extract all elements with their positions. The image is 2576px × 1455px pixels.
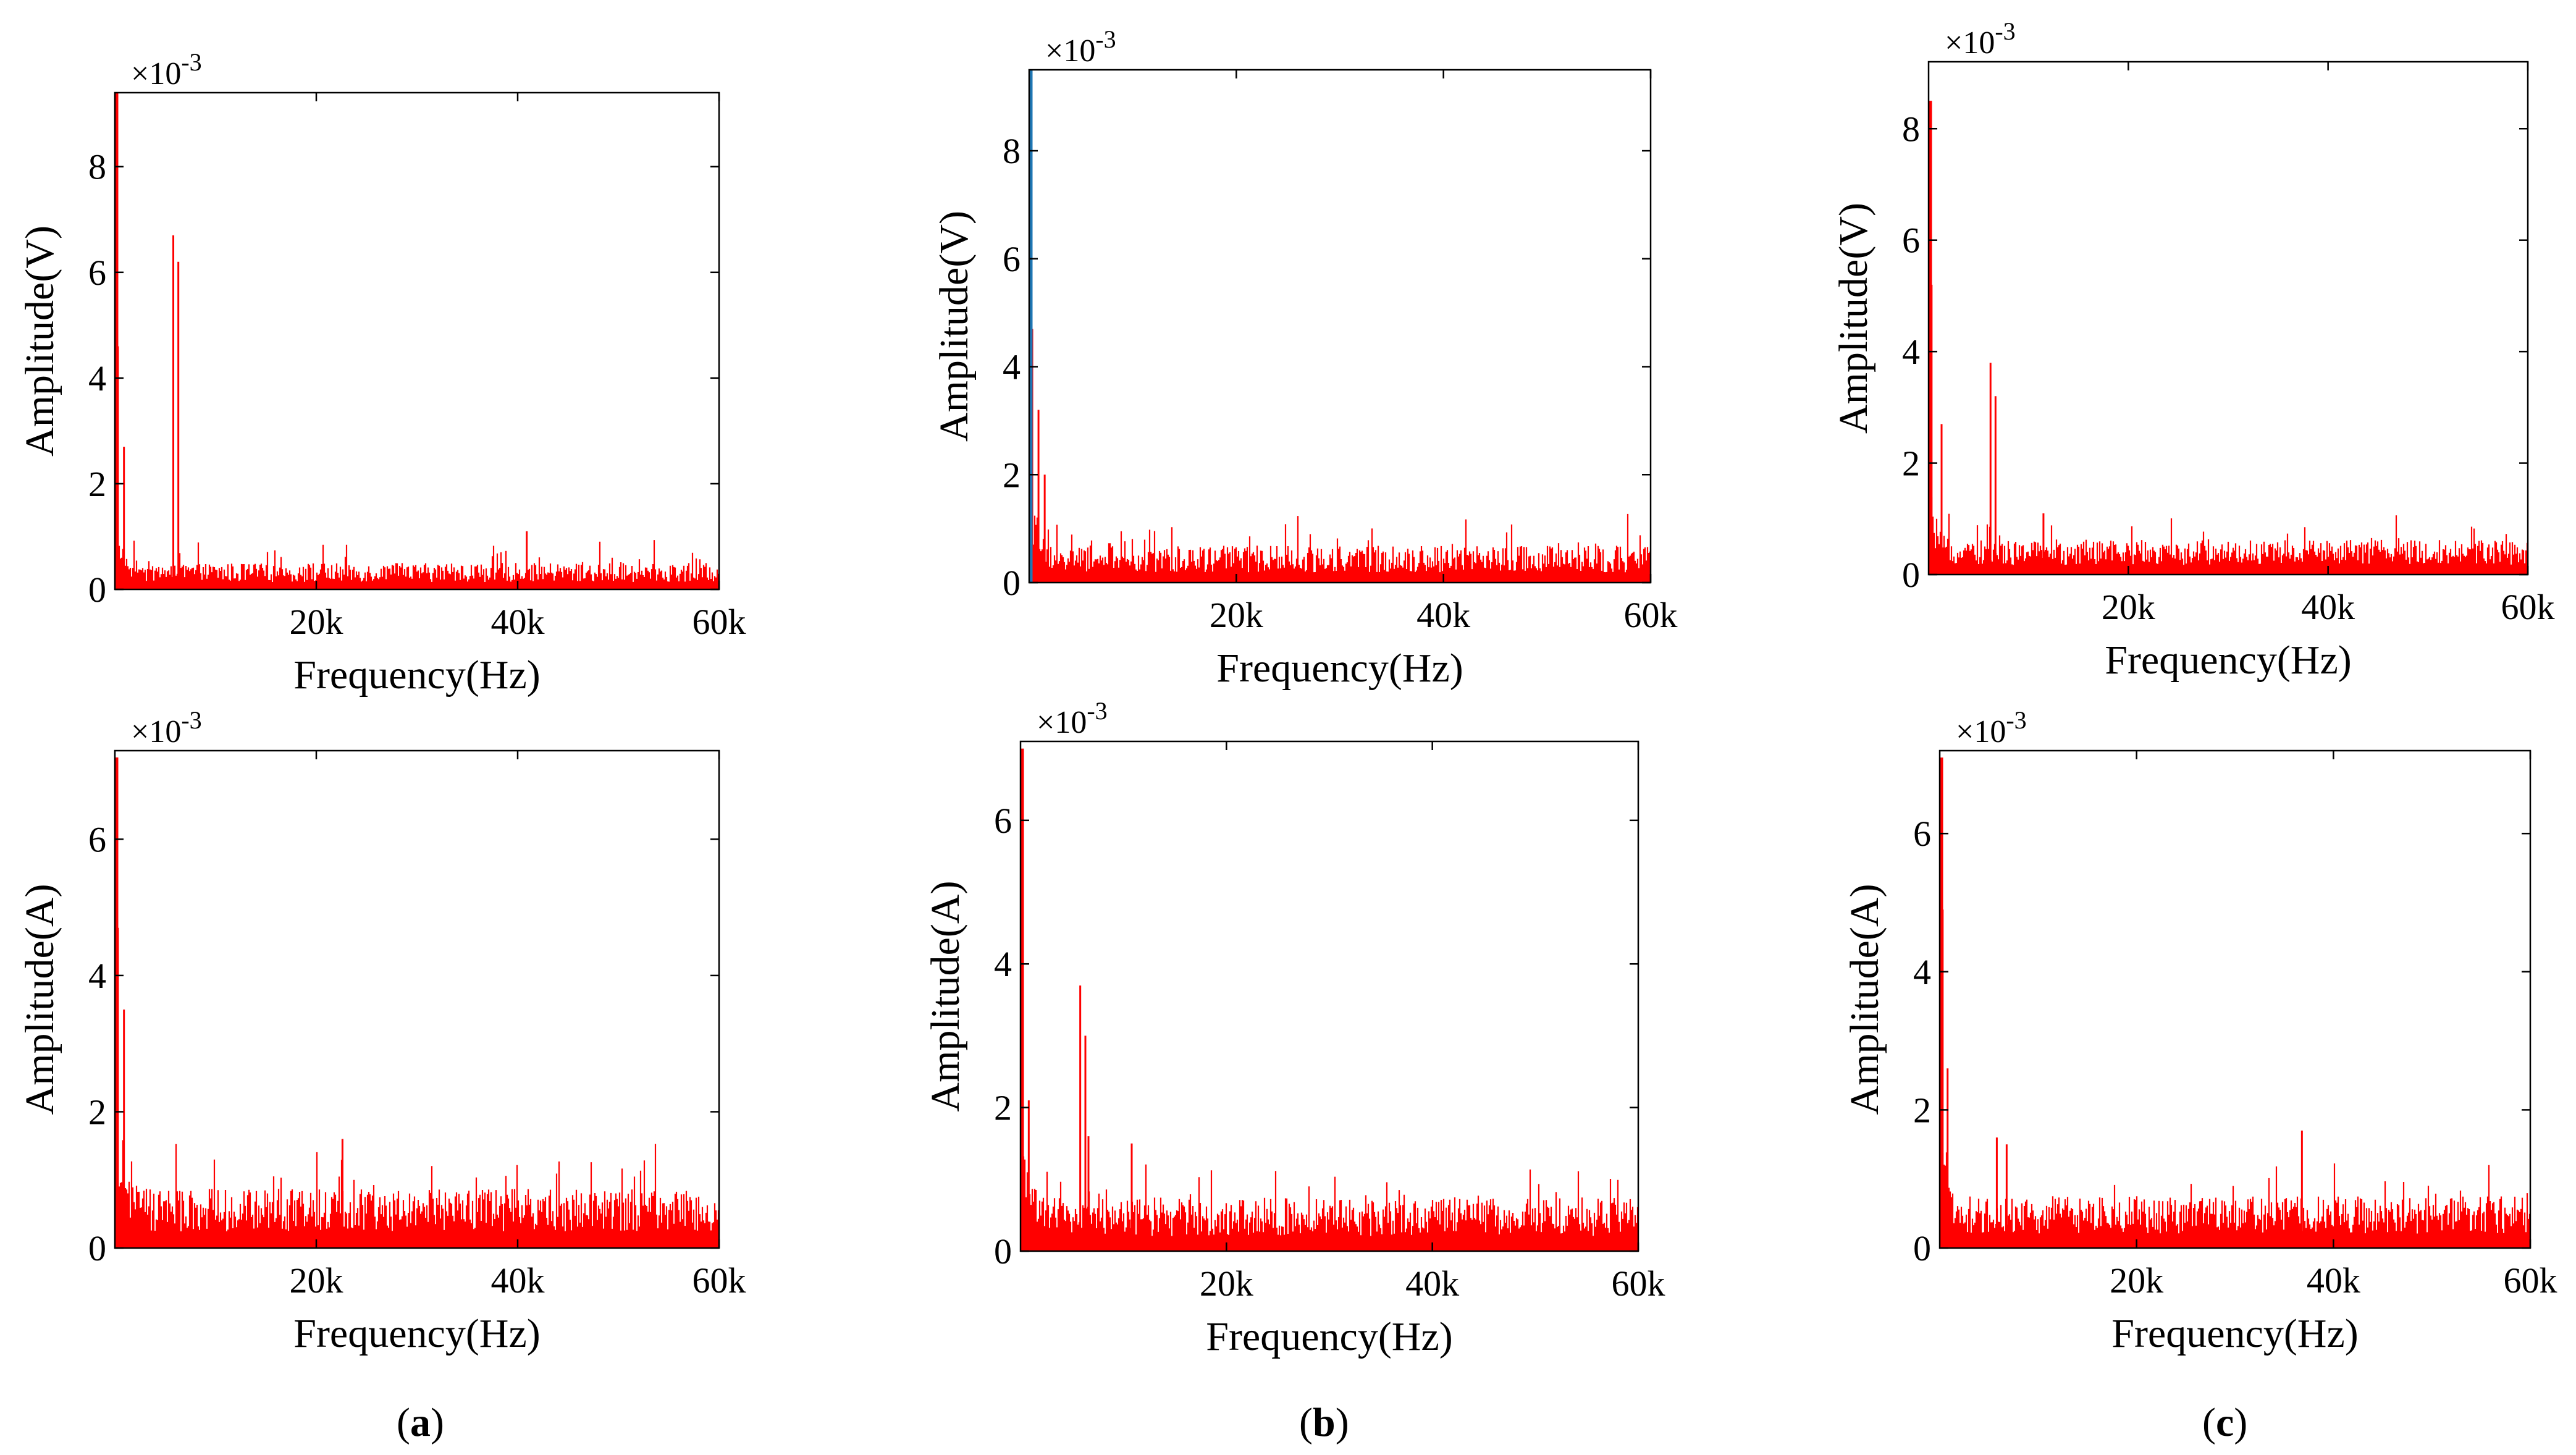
noise-spectrum-c-top [1928,491,2528,575]
y-tick-label-a-bottom-0: 0 [88,1228,106,1268]
x-tick-label-a-top-1: 40k [491,602,545,642]
x-tick-label-b-top-2: 60k [1624,595,1678,635]
y-tick-label-a-top-1: 2 [88,464,106,504]
y-tick-label-a-top-3: 6 [88,253,106,293]
x-tick-label-a-top-0: 20k [290,602,343,642]
exponent-label-c-top: ×10-3 [1945,17,2016,61]
x-tick-label-a-top-2: 60k [692,602,746,642]
x-tick-label-b-bottom-0: 20k [1200,1263,1253,1304]
y-tick-label-b-bottom-0: 0 [994,1231,1012,1272]
noise-floor-band-a-bottom [115,1244,719,1248]
chart-a-top: 20k 40k 60k 0 2 4 6 8 ×10-3 Frequency(Hz) Amplitud… [17,48,746,698]
y-tick-label-c-bottom-2: 4 [1913,952,1931,992]
y-tick-label-a-top-0: 0 [88,570,106,610]
y-tick-label-c-bottom-1: 2 [1913,1090,1931,1130]
y-tick-label-a-bottom-2: 4 [88,956,106,996]
y-tick-label-b-top-3: 6 [1003,239,1021,279]
chart-c-bottom: 20k 40k 60k 0 2 4 6 ×10-3 Frequency(Hz) Amplitude… [1842,706,2557,1356]
noise-spectrum-a-top [114,523,720,589]
plot-frame-c-top [1927,61,2529,576]
y-tick-label-b-bottom-3: 6 [994,801,1012,841]
x-axis-title-b-top: Frequency(Hz) [1216,646,1463,691]
plot-frame-b-top [1028,69,1652,584]
noise-spectrum-c-bottom [1939,1108,2531,1248]
noise-spectrum-b-top [1029,492,1651,583]
noise-spectrum-b-bottom [1020,1128,1639,1251]
x-tick-label-b-top-0: 20k [1210,595,1263,635]
x-tick-label-c-bottom-2: 60k [2504,1260,2557,1301]
x-tick-label-c-bottom-1: 40k [2307,1260,2360,1301]
noise-floor-band-b-top [1029,579,1651,583]
y-axis-title-c-top: Amplitude(V) [1831,203,1876,434]
exponent-label-c-bottom: ×10-3 [1956,706,2027,749]
y-tick-label-c-top-0: 0 [1902,555,1920,595]
y-axis-title-b-top: Amplitude(V) [932,211,977,442]
y-tick-label-c-top-2: 4 [1902,332,1920,372]
chart-c-top: 20k 40k 60k 0 2 4 6 8 ×10-3 Frequency(Hz) Amplitud… [1831,17,2555,683]
x-axis-title-c-bottom: Frequency(Hz) [2111,1311,2358,1356]
y-tick-label-c-bottom-3: 6 [1913,814,1931,854]
noise-floor-band-c-bottom [1940,1244,2530,1248]
x-tick-label-a-bottom-0: 20k [290,1260,343,1301]
chart-b-top: 20k 40k 60k 0 2 4 6 8 ×10-3 Frequency(Hz) Amplitud… [932,25,1678,691]
exponent-label-a-top: ×10-3 [131,48,202,91]
y-tick-label-b-top-1: 2 [1003,455,1021,495]
y-axis-title-b-bottom: Amplitude(A) [923,881,968,1112]
x-tick-label-c-top-0: 20k [2102,587,2155,627]
x-tick-label-b-bottom-2: 60k [1612,1263,1665,1304]
y-tick-label-b-top-0: 0 [1003,563,1021,603]
exponent-label-a-bottom: ×10-3 [131,706,202,749]
exponent-label-b-bottom: ×10-3 [1037,697,1108,740]
y-axis-title-a-top: Amplitude(V) [17,226,62,457]
x-tick-label-c-bottom-0: 20k [2110,1260,2163,1301]
plot-frame-b-bottom [1019,740,1639,1252]
x-axis-title-b-bottom: Frequency(Hz) [1206,1314,1452,1359]
x-tick-label-c-top-2: 60k [2501,587,2555,627]
x-axis-title-a-top: Frequency(Hz) [293,652,540,698]
y-tick-label-b-top-2: 4 [1003,347,1021,387]
x-tick-label-a-bottom-2: 60k [692,1260,746,1301]
panel-label-b: (b) [1299,1400,1349,1445]
y-tick-label-a-bottom-1: 2 [88,1092,106,1132]
panel-label-c: (c) [2202,1400,2248,1445]
chart-a-bottom: 20k 40k 60k 0 2 4 6 ×10-3 Frequency(Hz) Amplitude… [17,706,746,1356]
noise-floor-band-b-bottom [1021,1247,1638,1251]
y-tick-label-c-top-1: 2 [1902,444,1920,484]
y-tick-label-a-bottom-3: 6 [88,819,106,859]
exponent-label-b-top: ×10-3 [1045,25,1116,69]
x-tick-label-c-top-1: 40k [2301,587,2355,627]
plot-frame-a-top [114,91,720,591]
plot-frame-a-bottom [114,749,720,1249]
panel-label-a: (a) [397,1400,444,1445]
noise-floor-band-c-top [1929,571,2528,575]
y-tick-label-b-bottom-1: 2 [994,1088,1012,1128]
y-tick-label-a-top-4: 8 [88,147,106,187]
y-tick-label-b-top-4: 8 [1003,131,1021,171]
x-axis-title-c-top: Frequency(Hz) [2105,638,2351,683]
y-tick-label-c-top-3: 6 [1902,221,1920,261]
x-tick-label-b-top-1: 40k [1416,595,1470,635]
y-axis-title-a-bottom: Amplitude(A) [17,884,62,1115]
plot-frame-c-bottom [1938,749,2532,1249]
x-tick-label-a-bottom-1: 40k [491,1260,545,1301]
noise-spectrum-a-bottom [114,1080,720,1248]
y-tick-label-a-top-2: 4 [88,358,106,399]
y-tick-label-c-top-4: 8 [1902,109,1920,149]
x-tick-label-b-bottom-1: 40k [1405,1263,1459,1304]
y-axis-title-c-bottom: Amplitude(A) [1842,884,1887,1115]
x-axis-title-a-bottom: Frequency(Hz) [293,1311,540,1356]
y-tick-label-b-bottom-2: 4 [994,944,1012,984]
y-tick-label-c-bottom-0: 0 [1913,1228,1931,1268]
chart-b-bottom: 20k 40k 60k 0 2 4 6 ×10-3 Frequency(Hz) Amplitude… [923,697,1665,1359]
noise-floor-band-a-top [115,586,719,589]
